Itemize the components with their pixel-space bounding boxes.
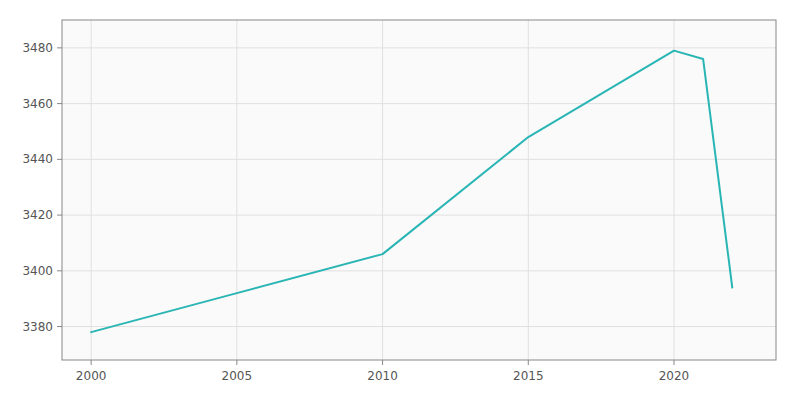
- chart-container: 2000 2005 2010 2015 2020 3380 3400 3420 3440 3460…: [0, 0, 800, 400]
- y-tick-label: 3440: [22, 152, 53, 166]
- y-tick-label: 3460: [22, 97, 53, 111]
- x-tick: [528, 360, 529, 365]
- series-group: [91, 51, 732, 332]
- x-tick: [91, 360, 92, 365]
- plot-background: [62, 20, 776, 360]
- y-tick: [57, 326, 62, 327]
- y-tick-label: 3380: [22, 320, 53, 334]
- y-grid-line: [62, 47, 776, 48]
- y-tick-label: 3420: [22, 208, 53, 222]
- x-grid-line: [236, 20, 237, 360]
- y-tick: [57, 103, 62, 104]
- line: [91, 51, 732, 332]
- x-tick: [236, 360, 237, 365]
- x-grid-line: [528, 20, 529, 360]
- y-tick: [57, 215, 62, 216]
- y-grid-line: [62, 326, 776, 327]
- y-tick-label: 3400: [22, 264, 53, 278]
- y-grid-line: [62, 103, 776, 104]
- x-tick-label: 2020: [659, 369, 690, 383]
- y-grid-line: [62, 159, 776, 160]
- x-grid-line: [382, 20, 383, 360]
- x-tick-label: 2010: [367, 369, 398, 383]
- x-tick-label: 2015: [513, 369, 544, 383]
- y-grid-line: [62, 215, 776, 216]
- x-tick: [674, 360, 675, 365]
- y-tick: [57, 47, 62, 48]
- x-grid-line: [674, 20, 675, 360]
- y-grid-line: [62, 270, 776, 271]
- y-tick: [57, 270, 62, 271]
- y-tick-label: 3480: [22, 41, 53, 55]
- grid: [62, 20, 776, 360]
- x-tick-label: 2000: [76, 369, 107, 383]
- x-grid-line: [91, 20, 92, 360]
- ticks: 2000 2005 2010 2015 2020 3380 3400 3420 3440 3460…: [22, 41, 689, 383]
- x-tick: [382, 360, 383, 365]
- x-tick-label: 2005: [222, 369, 253, 383]
- plot-frame: [62, 20, 776, 360]
- y-tick: [57, 159, 62, 160]
- chart-svg: 2000 2005 2010 2015 2020 3380 3400 3420 3440 3460…: [0, 0, 800, 400]
